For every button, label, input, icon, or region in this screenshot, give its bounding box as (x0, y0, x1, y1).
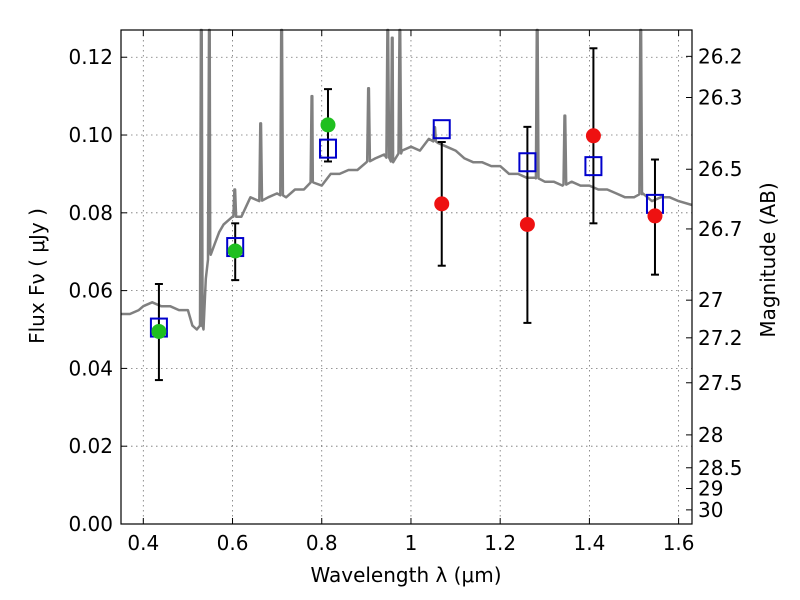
y-tick-label: 0.08 (68, 201, 113, 225)
mag-tick-label: 28.5 (698, 456, 743, 480)
y-tick-label: 0.02 (68, 434, 113, 458)
x-tick-label: 0.8 (306, 531, 338, 555)
mag-tick-label: 26.7 (698, 217, 743, 241)
x-axis-title: Wavelength λ (μm) (310, 563, 501, 587)
x-tick-label: 0.6 (217, 531, 249, 555)
nondetected-flux-point (585, 128, 601, 144)
model-flux-square (432, 119, 451, 140)
model-flux-square (518, 152, 537, 173)
mag-tick-label: 27 (698, 288, 723, 312)
nondetected-flux-point (434, 196, 450, 212)
model-flux-square (584, 156, 603, 177)
y-tick-label: 0.04 (68, 356, 113, 380)
x-tick-label: 0.4 (127, 531, 159, 555)
detected-flux-point (320, 117, 336, 133)
x-tick-label: 1.6 (663, 531, 695, 555)
x-tick-label: 1.4 (573, 531, 605, 555)
plot-frame (120, 29, 693, 525)
points-layer (149, 47, 664, 382)
detected-flux-point (227, 243, 243, 259)
mag-tick-label: 27.5 (698, 371, 743, 395)
mag-tick-label: 27.2 (698, 326, 743, 350)
mag-tick-label: 28 (698, 423, 723, 447)
nondetected-flux-point (647, 208, 663, 224)
y-tick-label: 0.12 (68, 45, 113, 69)
mag-tick-label: 29 (698, 477, 723, 501)
mag-tick-label: 26.3 (698, 85, 743, 109)
sed-spectrum-line (121, 28, 693, 331)
y2-axis-title: Magnitude (AB) (756, 182, 780, 337)
mag-tick-label: 26.5 (698, 157, 743, 181)
nondetected-flux-point (519, 216, 535, 232)
series-layer (121, 28, 693, 331)
x-tick-label: 1.2 (484, 531, 516, 555)
mag-tick-label: 30 (698, 498, 723, 522)
y-tick-label: 0.00 (68, 512, 113, 536)
x-tick-label: 1 (405, 531, 418, 555)
y-axis-title: Flux Fν ( μJy ) (25, 208, 49, 344)
ticks-layer: 0.4 0.6 0.8 1 1.2 1.4 1.6 0.00 0.02 0.04 0.06 0.08 0… (68, 30, 743, 555)
model-flux-square (318, 138, 337, 159)
detected-flux-point (151, 323, 167, 339)
mag-tick-label: 26.2 (698, 44, 743, 68)
grid-layer (121, 30, 692, 525)
y-tick-label: 0.06 (68, 279, 113, 303)
y-tick-label: 0.10 (68, 123, 113, 147)
